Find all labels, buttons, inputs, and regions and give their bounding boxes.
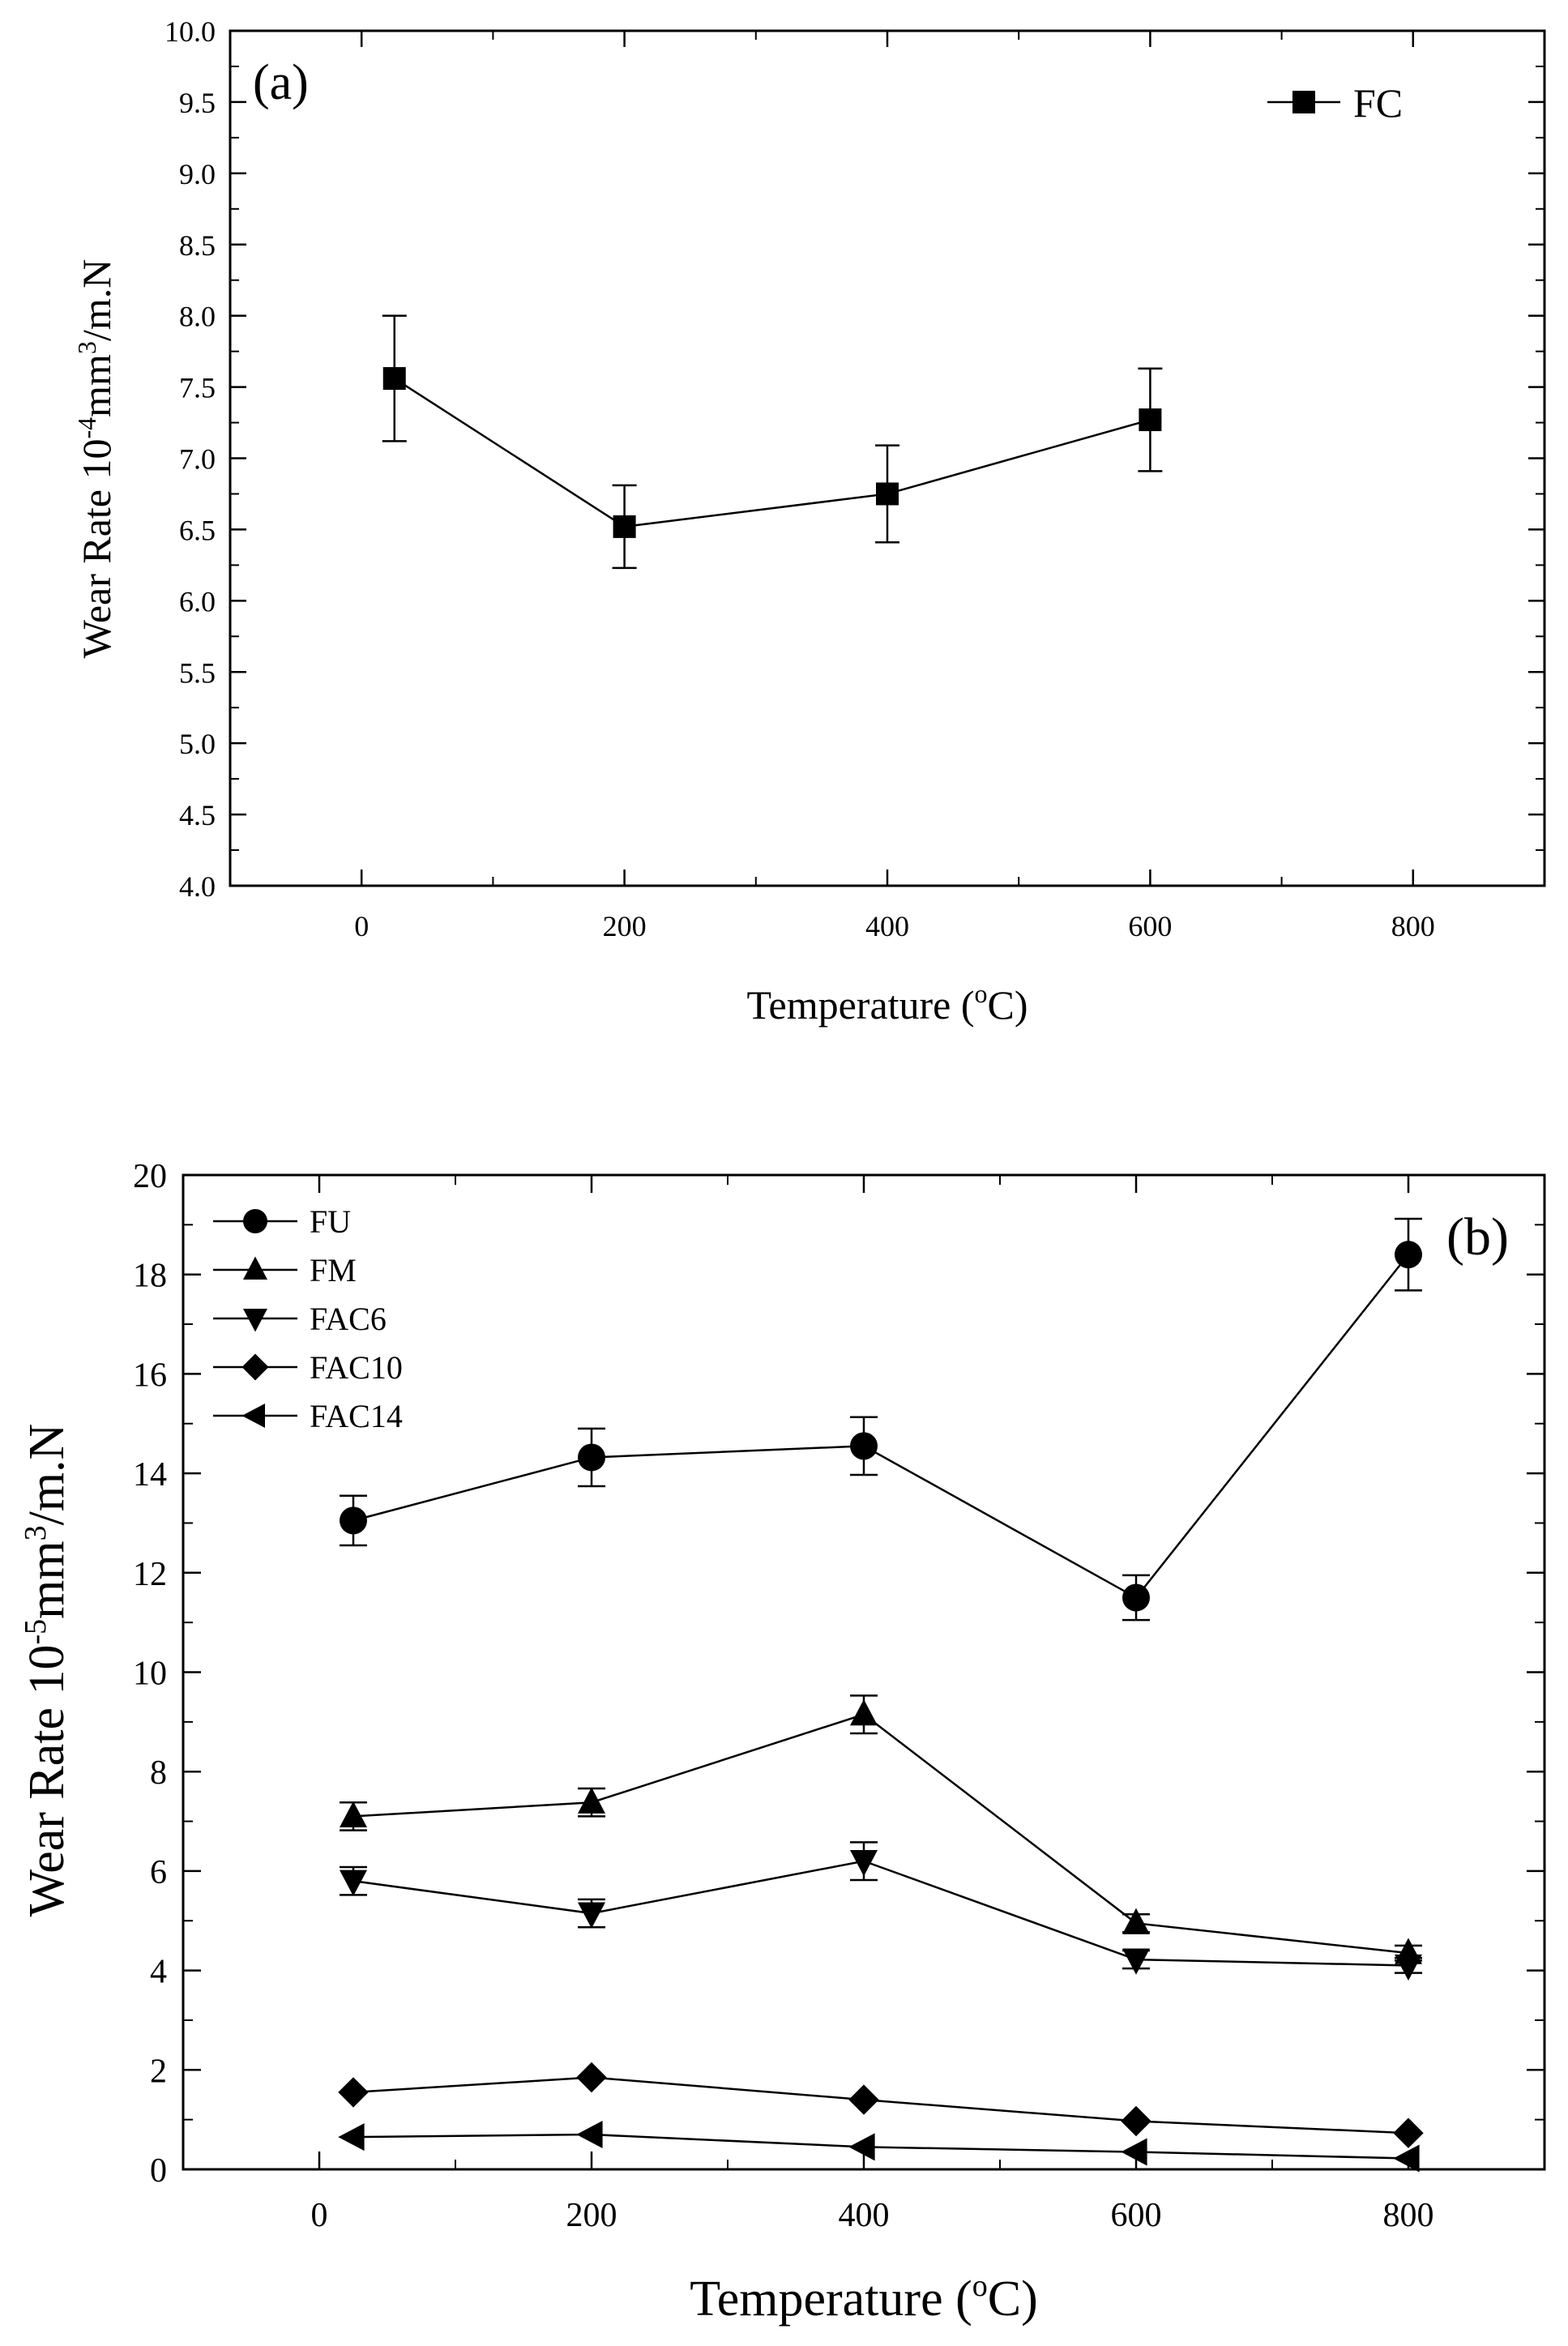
data-point-fc [613, 515, 636, 538]
data-point-fu [1395, 1241, 1422, 1269]
data-point-fac10 [1393, 2117, 1424, 2148]
legend-label-fu: FU [310, 1203, 351, 1240]
panel-a-plot-area [382, 314, 1163, 570]
panel-a: 0 200 400 600 800 4.0 4.5 5.0 5.5 6.0 6.5 7.0 7.5 8.0… [72, 15, 1546, 1028]
data-point-fu [850, 1432, 878, 1460]
y-tick-label: 5.5 [179, 656, 216, 689]
y-tick-label: 4.0 [179, 870, 216, 903]
legend-marker-fac14 [241, 1404, 265, 1428]
data-point-fac6 [1395, 1954, 1422, 1981]
legend-label-fc: FC [1353, 80, 1403, 126]
y-tick-label: 7.0 [179, 443, 216, 476]
panel-b-x-axis-title: Temperature (oC) [690, 2269, 1038, 2327]
y-tick-label: 10.0 [164, 15, 216, 48]
x-tick-label: 600 [1128, 910, 1172, 942]
data-point-fc [876, 482, 899, 506]
legend-marker-fc [1292, 91, 1315, 113]
y-tick-label: 4.5 [179, 799, 216, 831]
legend-label-fac14: FAC14 [310, 1398, 403, 1434]
legend-label-fac6: FAC6 [310, 1301, 387, 1337]
x-tick-label: 800 [1391, 910, 1435, 942]
data-point-fm [340, 1801, 367, 1828]
data-point-fac14 [1121, 2138, 1147, 2166]
y-tick-label: 6 [150, 1854, 167, 1891]
x-tick-label: 200 [603, 910, 647, 942]
x-tick-label: 400 [865, 910, 909, 942]
data-point-fc [382, 367, 406, 391]
x-tick-label: 200 [566, 2197, 617, 2234]
data-point-fm [578, 1787, 605, 1814]
x-tick-label: 400 [839, 2197, 890, 2234]
data-point-fac14 [848, 2133, 875, 2161]
panel-b-ticks: 0 200 400 600 800 0 2 4 6 8 10 12 14 16 18 20 [133, 1158, 1545, 2234]
y-tick-label: 14 [133, 1456, 167, 1493]
y-tick-label: 18 [133, 1258, 167, 1295]
data-point-fac6 [578, 1902, 605, 1929]
y-tick-label: 6.0 [179, 585, 216, 617]
panel-b-label: (b) [1446, 1207, 1509, 1267]
y-tick-label: 6.5 [179, 514, 216, 546]
y-tick-label: 10 [133, 1656, 167, 1693]
x-tick-label: 800 [1383, 2197, 1434, 2234]
series-line-fc [394, 377, 1151, 528]
data-point-fac14 [338, 2123, 365, 2152]
x-tick-label: 0 [354, 910, 369, 942]
x-tick-label: 0 [311, 2197, 328, 2234]
data-point-fac10 [576, 2062, 607, 2093]
data-point-fac6 [1122, 1948, 1150, 1975]
panel-b-plot-area [338, 1217, 1424, 2173]
panel-a-x-axis-title: Temperature (oC) [746, 979, 1028, 1028]
y-tick-label: 0 [150, 2152, 167, 2190]
panel-a-legend: FC [1267, 80, 1403, 126]
data-point-fu [578, 1443, 605, 1472]
y-tick-label: 4 [150, 1954, 167, 1991]
data-point-fac10 [338, 2077, 369, 2108]
x-tick-label: 600 [1111, 2197, 1162, 2234]
data-point-fac6 [850, 1850, 878, 1877]
panel-a-ticks: 0 200 400 600 800 4.0 4.5 5.0 5.5 6.0 6.5 7.0 7.5 8.0… [164, 15, 1545, 942]
legend-marker-fu [243, 1209, 267, 1233]
y-tick-label: 8 [150, 1754, 167, 1792]
legend-marker-fm [243, 1256, 267, 1280]
data-point-fac10 [1121, 2105, 1151, 2137]
data-point-fm [850, 1699, 878, 1726]
legend-label-fm: FM [310, 1252, 357, 1288]
data-point-fac10 [848, 2084, 879, 2115]
y-tick-label: 9.0 [179, 158, 216, 190]
data-point-fu [1122, 1583, 1150, 1612]
y-tick-label: 8.5 [179, 229, 216, 262]
y-tick-label: 8.0 [179, 301, 216, 333]
legend-marker-fac10 [241, 1353, 269, 1381]
panel-b-y-axis-title: Wear Rate 10-5mm3/m.N [19, 1424, 75, 1917]
data-point-fac14 [1393, 2144, 1420, 2173]
y-tick-label: 20 [133, 1158, 167, 1195]
data-point-fm [1122, 1908, 1150, 1934]
panel-a-y-axis-title: Wear Rate 10-4mm3/m.N [72, 259, 119, 659]
y-tick-label: 12 [133, 1556, 167, 1593]
legend-marker-fac6 [243, 1309, 267, 1332]
data-point-fac6 [340, 1870, 367, 1896]
data-point-fac14 [576, 2121, 603, 2149]
panel-a-label: (a) [253, 55, 309, 110]
legend-label-fac10: FAC10 [310, 1349, 403, 1386]
panel-b-legend: FU FM FAC6 FAC10 FAC14 [213, 1203, 403, 1434]
y-tick-label: 2 [150, 2053, 167, 2090]
data-point-fu [340, 1506, 367, 1535]
y-tick-label: 5.0 [179, 728, 216, 760]
y-tick-label: 9.5 [179, 87, 216, 119]
y-tick-label: 16 [133, 1357, 167, 1394]
y-tick-label: 7.5 [179, 372, 216, 404]
data-point-fc [1139, 408, 1162, 432]
